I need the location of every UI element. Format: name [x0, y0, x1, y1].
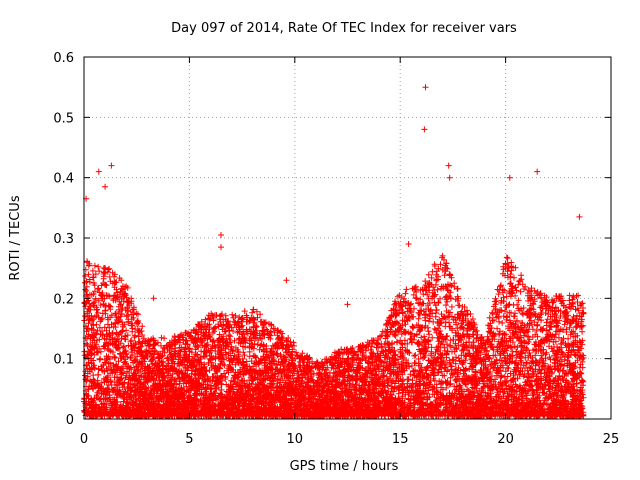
y-axis-label: ROTI / TECUs — [8, 195, 23, 280]
y-tick-label: 0 — [66, 413, 74, 428]
data-points — [81, 84, 587, 419]
y-tick-label: 0.5 — [53, 111, 74, 126]
y-tick-label: 0.1 — [53, 353, 74, 368]
y-tick-label: 0.6 — [53, 51, 74, 66]
axis-ticks — [83, 56, 612, 420]
y-tick-label: 0.2 — [53, 292, 74, 307]
y-tick-label: 0.3 — [53, 232, 74, 247]
x-tick-label: 20 — [497, 432, 514, 447]
x-tick-label: 0 — [80, 432, 88, 447]
roti-series-markers — [81, 84, 587, 419]
x-tick-label: 15 — [392, 432, 409, 447]
x-tick-label: 5 — [185, 432, 193, 447]
grid-lines — [84, 57, 611, 419]
x-tick-labels: 0 5 10 15 20 25 — [80, 432, 619, 447]
x-tick-label: 10 — [287, 432, 304, 447]
x-tick-label: 25 — [603, 432, 620, 447]
y-tick-labels: 0 0.1 0.2 0.3 0.4 0.5 0.6 — [53, 51, 74, 428]
y-tick-label: 0.4 — [53, 172, 74, 187]
chart-title: Day 097 of 2014, Rate Of TEC Index for r… — [171, 21, 517, 36]
x-axis-label: GPS time / hours — [290, 459, 399, 474]
